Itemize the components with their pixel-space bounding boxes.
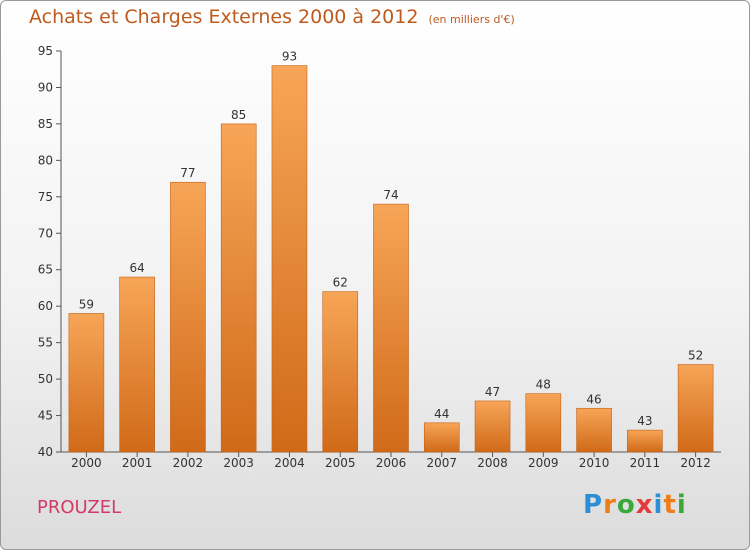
chart-title: Achats et Charges Externes 2000 à 2012 xyxy=(29,6,419,28)
bar-value-label: 48 xyxy=(536,378,551,392)
bar-value-label: 46 xyxy=(586,392,601,406)
bar xyxy=(322,291,359,453)
x-tick-label: 2006 xyxy=(376,456,407,470)
logo-letter: o xyxy=(616,490,636,520)
x-tick-label: 2002 xyxy=(173,456,204,470)
bar-value-label: 93 xyxy=(282,50,297,64)
bar-value-label: 52 xyxy=(688,349,703,363)
bar-value-label: 64 xyxy=(130,261,145,275)
x-tick-label: 2007 xyxy=(426,456,457,470)
data-labels: 59 64 77 85 93 62 74 44 47 48 46 43 52 xyxy=(79,50,704,429)
bar xyxy=(677,364,714,453)
y-tick-label: 50 xyxy=(38,372,53,386)
bar-value-label: 62 xyxy=(333,276,348,290)
bar-value-label: 74 xyxy=(383,188,398,202)
x-tick-label: 2001 xyxy=(122,456,153,470)
bar xyxy=(525,393,562,453)
x-tick-label: 2004 xyxy=(274,456,305,470)
bar xyxy=(576,407,612,453)
y-tick-label: 45 xyxy=(38,409,53,423)
logo-letter: x xyxy=(635,490,654,520)
place-name: PROUZEL xyxy=(37,497,122,518)
bar xyxy=(423,422,460,453)
y-tick-label: 80 xyxy=(38,153,53,167)
logo-letter: r xyxy=(603,490,617,520)
x-tick-label: 2003 xyxy=(223,456,254,470)
proxiti-logo: Proxiti xyxy=(583,490,687,520)
y-tick-label: 60 xyxy=(38,299,53,313)
bar xyxy=(627,429,663,453)
x-tick-label: 2009 xyxy=(528,456,559,470)
bar xyxy=(119,276,155,453)
y-tick-label: 70 xyxy=(38,226,53,240)
title-line: Achats et Charges Externes 2000 à 2012 (e… xyxy=(29,6,515,28)
logo-letter: i xyxy=(676,490,687,520)
y-tick-label: 55 xyxy=(38,336,53,350)
y-tick-label: 85 xyxy=(38,117,53,131)
y-tick-label: 95 xyxy=(38,44,53,58)
bar xyxy=(68,313,105,453)
bar-value-label: 43 xyxy=(637,414,652,428)
y-tick-label: 40 xyxy=(38,445,53,459)
x-tick-label: 2000 xyxy=(71,456,102,470)
x-tick-label: 2012 xyxy=(680,456,711,470)
logo-letter: t xyxy=(663,490,677,520)
bars xyxy=(68,65,714,453)
x-tick-label: 2010 xyxy=(579,456,610,470)
bar-value-label: 85 xyxy=(231,108,246,122)
bar xyxy=(373,203,409,453)
bar xyxy=(271,65,308,453)
chart-subtitle: (en milliers d'€) xyxy=(428,13,515,26)
bar-value-label: 44 xyxy=(434,407,449,421)
bar xyxy=(474,400,511,453)
y-tick-label: 90 xyxy=(38,80,53,94)
y-tick-label: 65 xyxy=(38,263,53,277)
x-tick-label: 2011 xyxy=(630,456,661,470)
x-tick-label: 2008 xyxy=(477,456,508,470)
logo-letter: P xyxy=(583,490,604,520)
bar xyxy=(170,181,206,453)
x-tick-label: 2005 xyxy=(325,456,356,470)
bar-value-label: 77 xyxy=(180,166,195,180)
logo-letter: i xyxy=(653,490,664,520)
y-tick-label: 75 xyxy=(38,190,53,204)
bar-value-label: 47 xyxy=(485,385,500,399)
bar-value-label: 59 xyxy=(79,297,94,311)
bar xyxy=(220,123,257,453)
